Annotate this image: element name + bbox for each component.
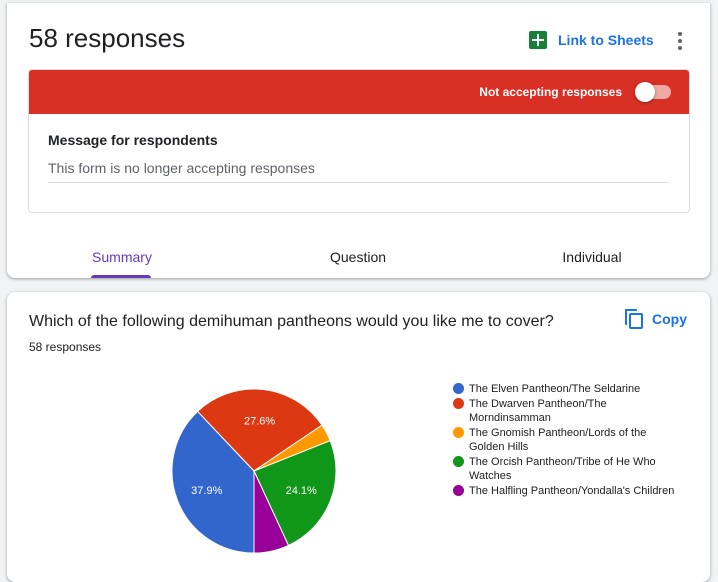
not-accepting-banner: Not accepting responses bbox=[29, 70, 689, 114]
question-summary-card: Which of the following demihuman pantheo… bbox=[7, 292, 710, 582]
legend-swatch-4 bbox=[453, 485, 464, 496]
responses-header-card: 58 responses Link to Sheets Not acceptin… bbox=[7, 3, 710, 278]
legend-item-4: The Halfling Pantheon/Yondalla's Childre… bbox=[453, 484, 683, 498]
closed-form-panel: Not accepting responses Message for resp… bbox=[28, 69, 690, 213]
legend-item-3: The Orcish Pantheon/Tribe of He Who Watc… bbox=[453, 455, 683, 483]
message-for-respondents-input[interactable] bbox=[48, 160, 669, 183]
accepting-responses-label: Not accepting responses bbox=[479, 85, 622, 99]
legend-swatch-0 bbox=[453, 383, 464, 394]
pie-slice-label-1: 27.6% bbox=[244, 415, 275, 427]
legend-item-0: The Elven Pantheon/The Seldarine bbox=[453, 382, 683, 396]
legend-swatch-2 bbox=[453, 427, 464, 438]
legend-item-2: The Gnomish Pantheon/Lords of the Golden… bbox=[453, 426, 683, 454]
pie-slice-label-3: 24.1% bbox=[286, 485, 317, 497]
tab-question[interactable]: Question bbox=[329, 249, 387, 265]
legend-swatch-3 bbox=[453, 456, 464, 467]
pie-slice-0[interactable] bbox=[171, 410, 255, 554]
more-options-icon[interactable] bbox=[673, 29, 687, 53]
legend-item-1: The Dwarven Pantheon/The Morndinsamman bbox=[453, 397, 683, 425]
copy-icon bbox=[625, 309, 643, 329]
pie-legend: The Elven Pantheon/The Seldarine The Dwar… bbox=[453, 382, 683, 499]
active-tab-indicator bbox=[91, 275, 151, 278]
link-to-sheets-button[interactable]: Link to Sheets bbox=[529, 31, 654, 49]
legend-label-1: The Dwarven Pantheon/The Morndinsamman bbox=[469, 398, 607, 424]
tab-individual[interactable]: Individual bbox=[562, 249, 622, 265]
pie-slice-label-0: 37.9% bbox=[191, 485, 222, 497]
response-tabs: Summary Question Individual bbox=[7, 243, 710, 278]
pie-slice-1[interactable] bbox=[196, 388, 323, 472]
legend-label-3: The Orcish Pantheon/Tribe of He Who Watc… bbox=[469, 456, 656, 482]
copy-label: Copy bbox=[652, 311, 687, 327]
copy-chart-button[interactable]: Copy bbox=[625, 309, 687, 329]
link-to-sheets-label: Link to Sheets bbox=[558, 32, 654, 48]
legend-label-0: The Elven Pantheon/The Seldarine bbox=[469, 383, 641, 395]
legend-label-2: The Gnomish Pantheon/Lords of the Golden… bbox=[469, 427, 647, 453]
question-title: Which of the following demihuman pantheo… bbox=[29, 313, 554, 330]
sheets-icon bbox=[529, 31, 547, 49]
accepting-responses-toggle[interactable] bbox=[635, 82, 671, 102]
legend-label-4: The Halfling Pantheon/Yondalla's Childre… bbox=[469, 485, 675, 497]
question-response-count: 58 responses bbox=[29, 340, 102, 354]
responses-count-title: 58 responses bbox=[29, 23, 186, 53]
legend-swatch-1 bbox=[453, 398, 464, 409]
tab-summary[interactable]: Summary bbox=[92, 249, 152, 265]
message-for-respondents-label: Message for respondents bbox=[48, 132, 218, 148]
pie-slice-3[interactable] bbox=[253, 440, 337, 547]
toggle-knob bbox=[635, 82, 655, 102]
responses-pie-chart: 37.9% 27.6% 24.1% bbox=[171, 388, 337, 554]
pie-slice-4[interactable] bbox=[253, 470, 290, 554]
